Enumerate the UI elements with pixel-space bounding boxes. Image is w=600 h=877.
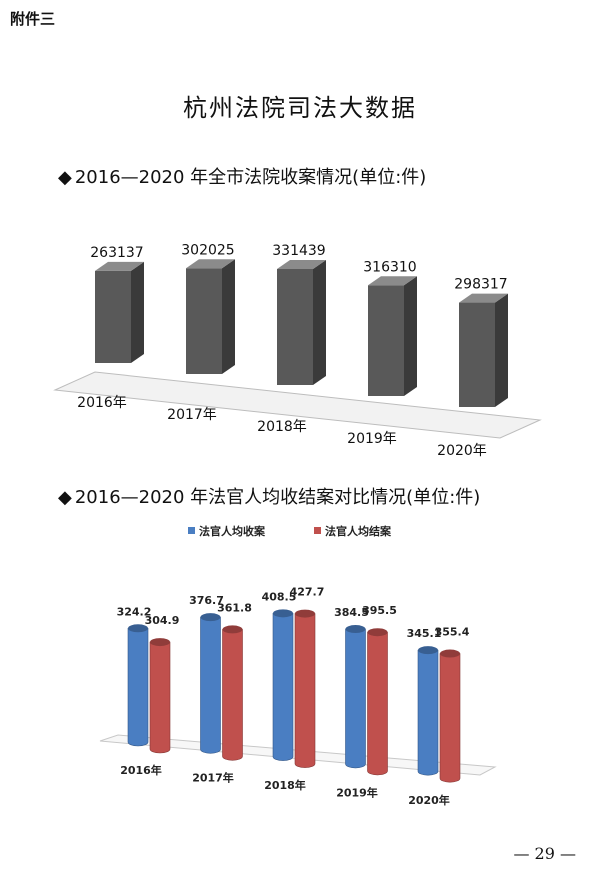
cylinder-bar	[294, 613, 316, 768]
cylinder-top	[367, 628, 388, 637]
page-title: 杭州法院司法大数据	[183, 94, 417, 122]
bar-side	[131, 261, 144, 363]
x-tick-label: 2017年	[192, 771, 234, 785]
cylinder-bar	[272, 613, 294, 761]
x-tick-label: 2018年	[257, 419, 307, 435]
x-tick-label: 2017年	[167, 407, 217, 423]
data-label: 302025	[181, 242, 234, 258]
bar-side	[313, 260, 326, 385]
bar-top	[277, 260, 326, 269]
bar-top	[95, 261, 144, 271]
bar	[186, 268, 222, 374]
cylinder-bar	[439, 653, 461, 783]
cylinder-bar	[417, 649, 439, 776]
cylinder-bar	[127, 627, 149, 747]
legend-label: 法官人均收案	[199, 524, 266, 538]
x-tick-label: 2016年	[120, 763, 162, 777]
diamond-bullet-icon: ◆	[58, 167, 72, 188]
section-heading-1: ◆ 2016—2020 年全市法院收案情况(单位:件)	[58, 163, 426, 189]
cylinder-top	[418, 646, 438, 655]
data-label: 361.8	[217, 601, 252, 614]
data-label: 395.5	[362, 604, 397, 617]
data-label: 427.7	[290, 586, 325, 599]
cylinder-top	[200, 613, 221, 622]
cylinder-top	[222, 625, 243, 634]
bar-top	[459, 293, 508, 303]
data-label: 263137	[90, 245, 143, 261]
bar-top	[368, 276, 417, 286]
corner-label: 附件三	[10, 10, 56, 28]
section-heading-2: ◆ 2016—2020 年法官人均收结案对比情况(单位:件)	[58, 483, 480, 509]
diamond-bullet-icon: ◆	[58, 487, 72, 508]
data-label: 408.5	[262, 590, 297, 603]
cylinder-top	[273, 609, 293, 618]
legend-swatch	[188, 527, 195, 534]
legend-swatch	[314, 527, 321, 534]
data-label: 324.2	[117, 605, 152, 618]
bar	[459, 302, 495, 407]
x-tick-label: 2020年	[408, 793, 450, 807]
cylinder-top	[295, 609, 315, 618]
cylinder-top	[440, 649, 460, 658]
x-tick-label: 2019年	[347, 431, 397, 447]
data-label: 345.1	[407, 627, 442, 640]
data-label: 376.7	[189, 594, 224, 607]
section-heading-1-text: 2016—2020 年全市法院收案情况(单位:件)	[74, 167, 427, 188]
cylinder-top	[345, 625, 366, 634]
cylinder-bar	[345, 628, 366, 769]
cylinder-bar	[200, 616, 221, 754]
cylinder-bar	[367, 631, 388, 776]
data-label: 355.4	[435, 626, 470, 639]
x-tick-label: 2020年	[437, 443, 487, 459]
data-label: 384.5	[334, 606, 369, 619]
case-intake-chart: 263137 2016年 302025 2017年 331439 2018年 316310 2…	[53, 242, 542, 459]
cylinder-bar	[222, 629, 243, 761]
x-tick-label: 2018年	[264, 778, 306, 792]
chart-floor	[53, 371, 542, 439]
cylinder-top	[150, 638, 170, 647]
cylinder-bar	[149, 641, 171, 754]
legend-label: 法官人均结案	[325, 524, 392, 538]
data-label: 298317	[454, 277, 507, 293]
bar-side	[404, 276, 417, 396]
x-tick-label: 2016年	[77, 395, 127, 411]
bar-side	[495, 293, 508, 407]
section-heading-2-text: 2016—2020 年法官人均收结案对比情况(单位:件)	[74, 487, 481, 508]
page-number: — 29 —	[513, 844, 576, 863]
data-label: 316310	[363, 259, 416, 275]
bar	[277, 269, 313, 385]
bar-side	[222, 259, 235, 374]
bar	[95, 270, 131, 363]
bar-top	[186, 259, 235, 269]
cylinder-top	[128, 624, 148, 633]
data-label: 331439	[272, 243, 325, 259]
data-label: 304.9	[145, 614, 180, 627]
bar	[368, 285, 404, 396]
x-tick-label: 2019年	[336, 786, 378, 800]
